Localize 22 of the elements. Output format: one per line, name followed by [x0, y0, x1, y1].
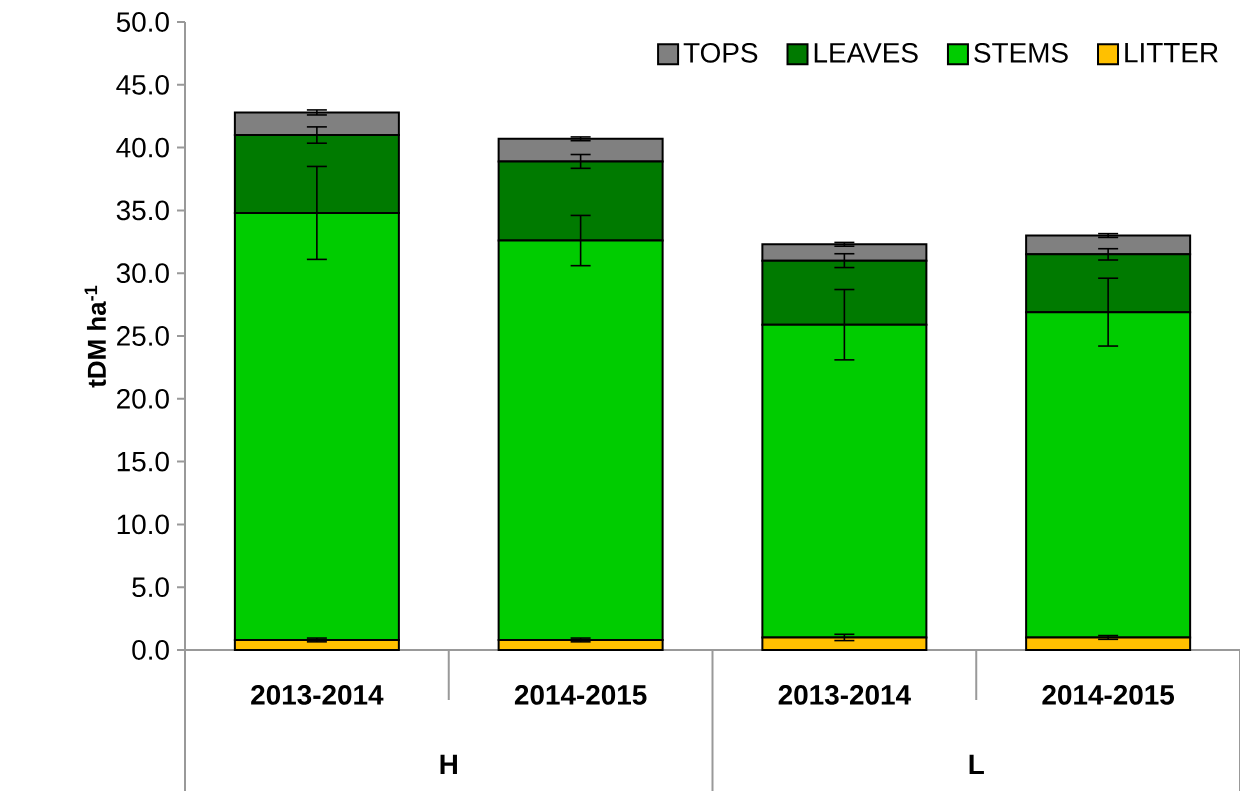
- y-tick-label: 35.0: [116, 200, 169, 221]
- y-tick-label: 45.0: [116, 74, 169, 95]
- x-tick-label: 2014-2015: [1042, 685, 1175, 705]
- legend-label: LITTER: [1125, 43, 1218, 63]
- text: L: [969, 754, 984, 774]
- y-tick-label: 50.0: [116, 12, 169, 32]
- legend-label: LEAVES: [814, 42, 918, 63]
- y-tick-label: 5.0: [132, 577, 169, 598]
- y-axis-title: tDM ha$^{-1}$: [84, 285, 106, 388]
- y-tick-label: 40.0: [116, 137, 169, 158]
- legend-label: TOPS: [683, 42, 758, 63]
- y-tick-label: 10.0: [117, 514, 169, 535]
- legend-label: STEMS: [974, 42, 1068, 63]
- x-tick-label: 2014-2015: [514, 685, 647, 705]
- y-tick-label: 30.0: [116, 263, 169, 284]
- x-tick-label: 2013-2014: [778, 685, 911, 705]
- y-tick-label: 0.0: [132, 640, 169, 660]
- text: H: [440, 754, 457, 774]
- x-tick-label: 2013-2014: [251, 685, 384, 705]
- y-tick-label: 25.0: [117, 326, 169, 346]
- y-tick-label: 15.0: [117, 451, 169, 472]
- y-tick-label: 20.0: [117, 388, 169, 409]
